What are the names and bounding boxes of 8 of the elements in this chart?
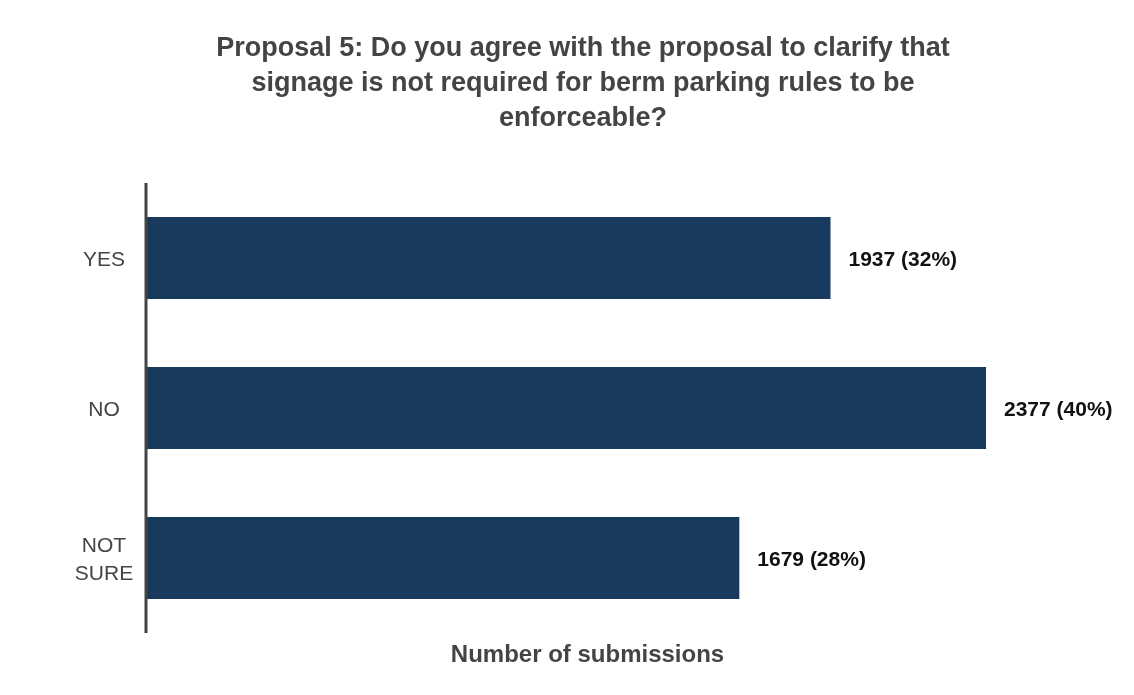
- data-label: 1937 (32%): [848, 246, 958, 270]
- y-tick-label: NO: [88, 396, 120, 420]
- chart-title: Proposal 5: Do you agree with the proposal to clarify that signage is not required for berm parking rules to be enforceable?: [215, 31, 951, 134]
- x-axis-title: Number of submissions: [449, 640, 726, 668]
- y-tick-label: YES: [82, 246, 126, 270]
- data-label: 2377 (40%): [1004, 396, 1113, 420]
- data-label: 1679 (28%): [757, 546, 866, 570]
- y-tick-label: NOT SURE: [74, 532, 134, 584]
